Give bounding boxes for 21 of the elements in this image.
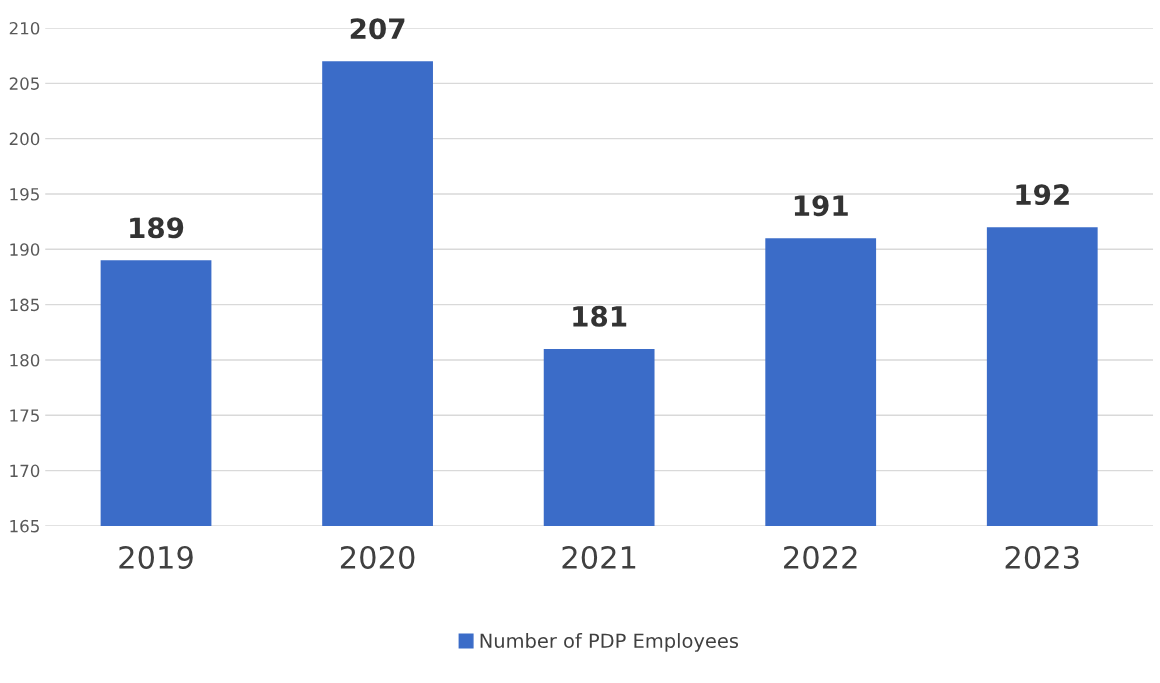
x-tick-label: 2022 — [784, 545, 857, 570]
legend-label: Number of PDP Employees — [480, 633, 739, 652]
data-label: 192 — [1016, 184, 1069, 206]
x-tick-label: 2020 — [340, 545, 415, 570]
data-label: 181 — [573, 305, 627, 327]
y-tick-label: 210 — [9, 21, 40, 35]
x-tick-label: 2021 — [562, 545, 636, 570]
x-tick-label: 2023 — [1005, 545, 1079, 570]
y-tick-label: 175 — [10, 409, 39, 422]
y-tick-label: 205 — [9, 77, 39, 90]
x-tick-label: 2019 — [119, 545, 193, 570]
y-tick-label: 170 — [10, 464, 40, 478]
data-label: 189 — [130, 217, 184, 239]
y-tick-label: 200 — [9, 132, 40, 146]
y-tick-label: 195 — [10, 187, 39, 201]
y-tick-label: 180 — [10, 353, 40, 367]
y-tick-label: 165 — [10, 519, 39, 533]
data-label: 207 — [350, 18, 405, 40]
y-tick-label: 190 — [10, 243, 40, 256]
y-tick-label: 185 — [10, 298, 39, 312]
data-label: 191 — [794, 195, 848, 217]
